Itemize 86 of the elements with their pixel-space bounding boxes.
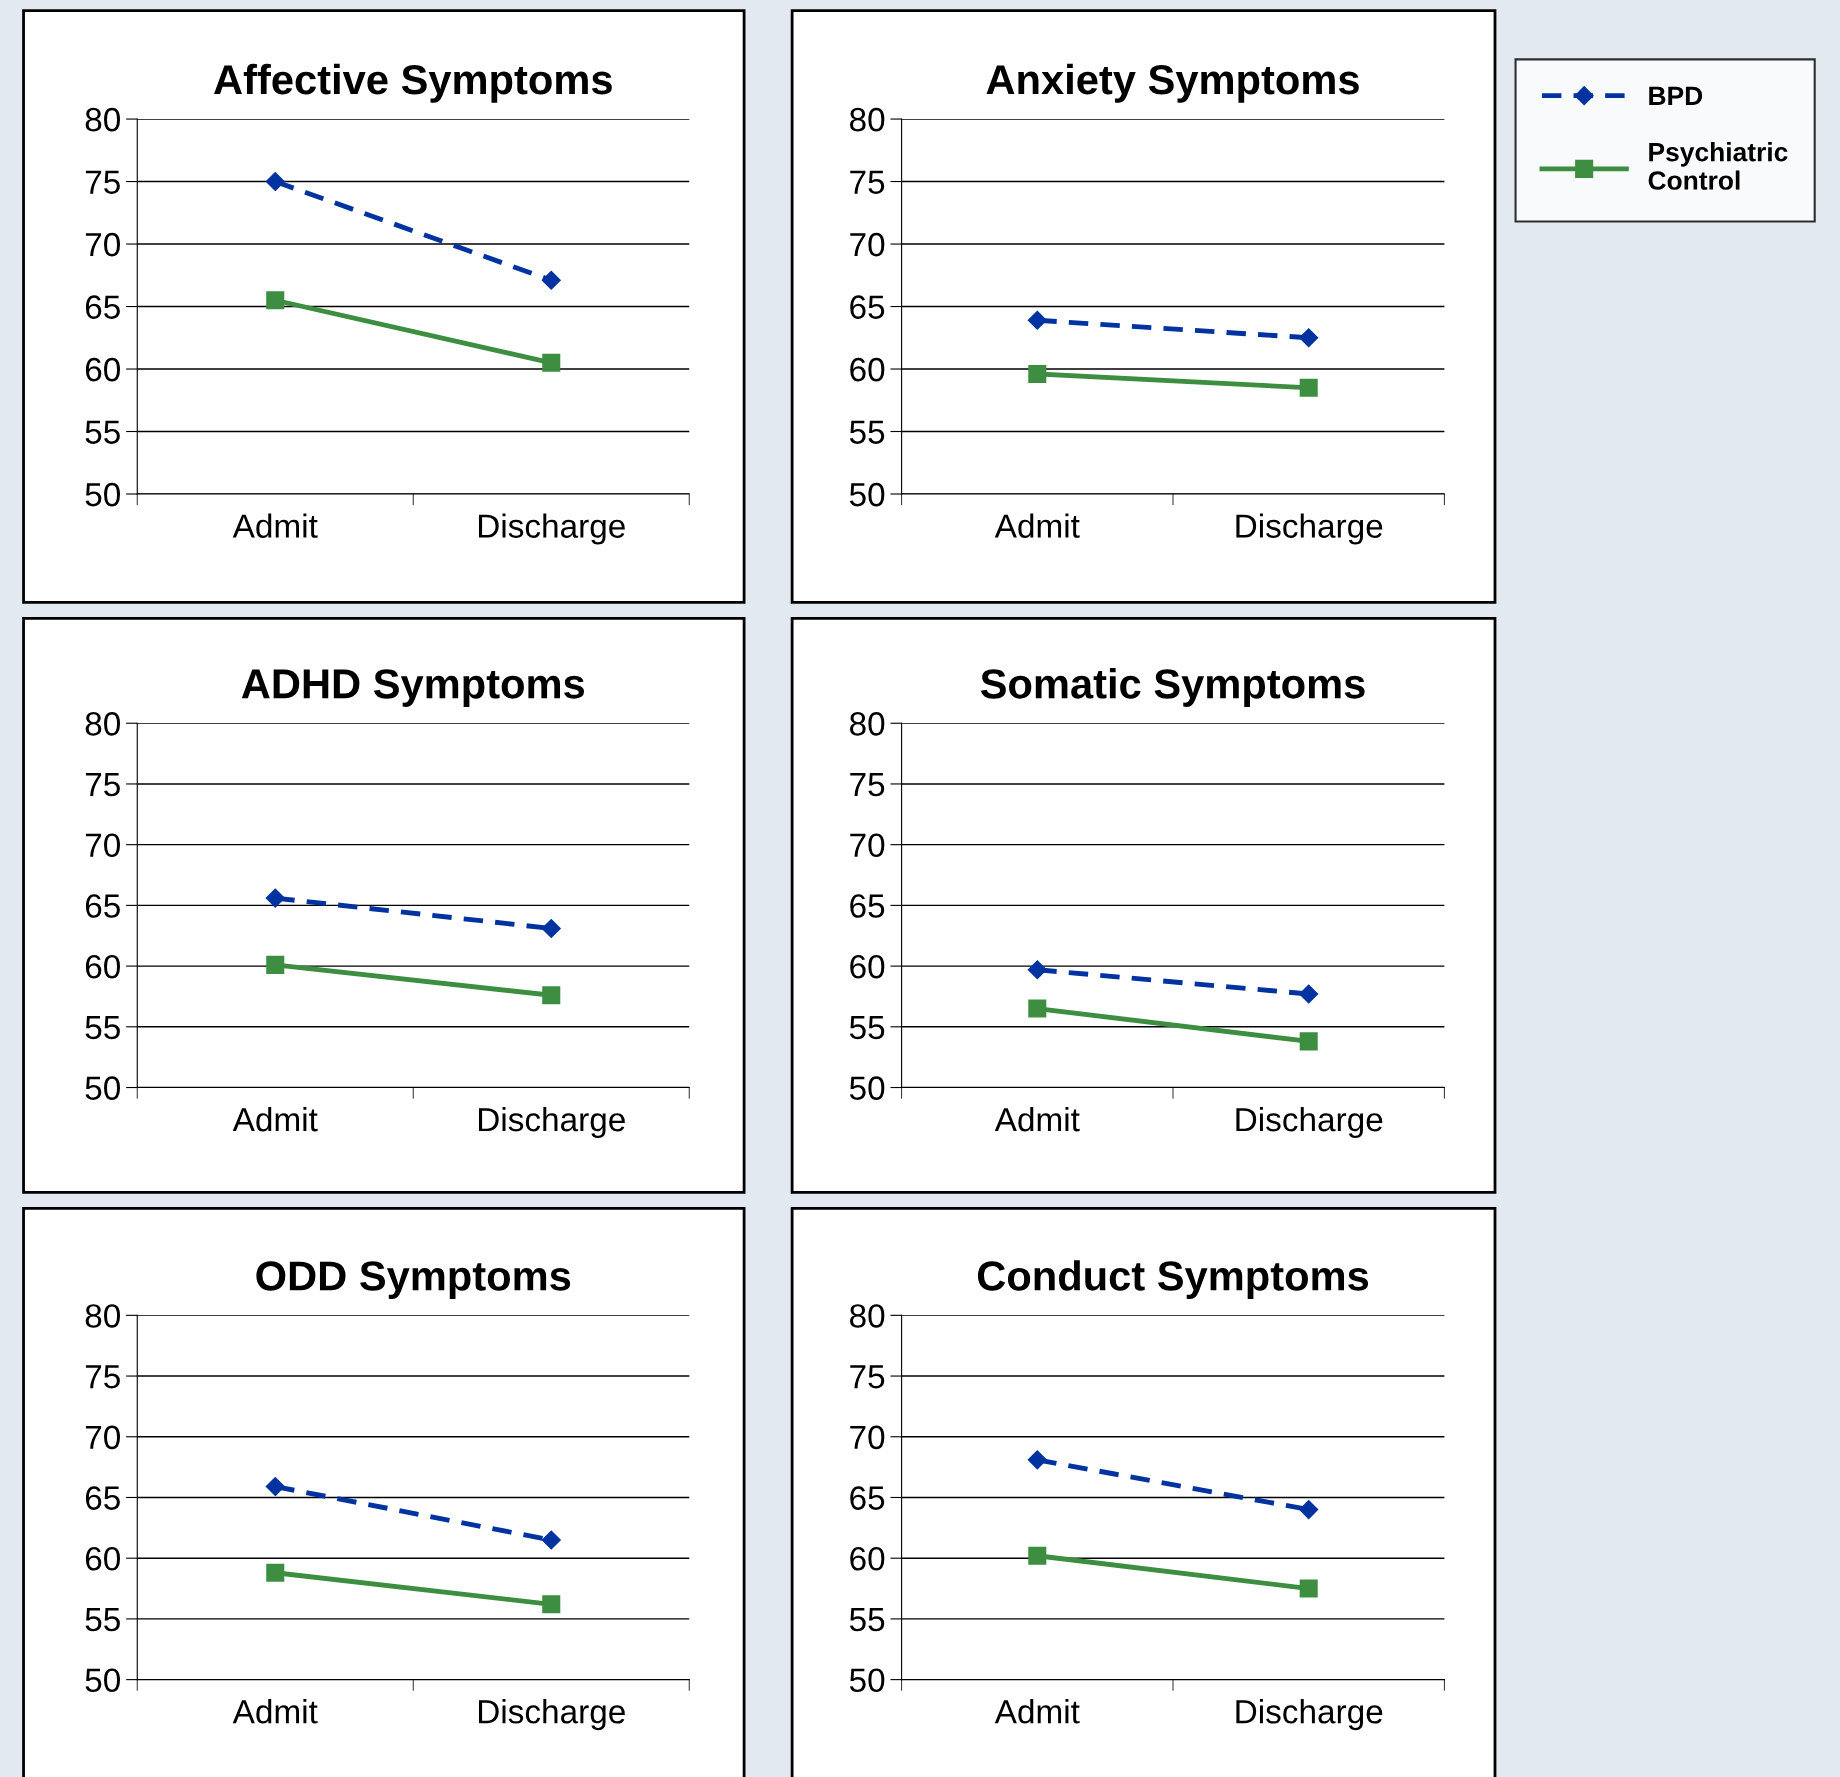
y-tick-label: 65 [85,1486,120,1510]
y-tick-label: 80 [850,1304,885,1328]
y-tick-label: 80 [850,107,885,132]
y-tick-label: 55 [849,420,885,444]
point [1299,1032,1318,1051]
y-tick-label: 75 [850,1365,885,1389]
y-tick-label: 70 [850,232,885,257]
x-tick-label: Discharge [1236,513,1383,545]
y-tick-label: 75 [85,1365,120,1389]
y-tick-label: 50 [849,1668,885,1693]
chart-title: Affective Symptoms [214,63,612,103]
x-tick-label: Discharge [478,1106,625,1139]
y-tick-label: 60 [85,357,120,382]
y-tick-label: 60 [85,1546,120,1571]
y-tick-label: 70 [850,1425,885,1450]
y-tick-label: 75 [85,170,120,194]
y-tick-label: 50 [85,1076,120,1100]
point [266,291,285,310]
x-tick-label: Admit [994,1699,1080,1724]
point [1299,1500,1319,1520]
y-tick-label: 50 [85,1668,120,1693]
y-tick-label: 75 [85,773,120,797]
point [1299,984,1319,1004]
point [1027,1450,1047,1470]
point [1299,1579,1318,1598]
point [542,986,561,1005]
y-tick-label: 80 [85,712,120,736]
y-tick-label: 50 [849,1076,885,1100]
point [266,1563,285,1582]
y-tick-label: 65 [850,1486,885,1510]
y-tick-label: 65 [85,894,120,918]
y-tick-label: 80 [850,712,885,736]
legend-label: BPD [1649,86,1703,105]
y-tick-label: 70 [850,833,885,858]
chart-title: Conduct Symptoms [977,1260,1369,1299]
y-tick-label: 60 [850,1546,885,1571]
x-tick-label: Admit [232,513,318,538]
point [265,888,285,908]
y-tick-label: 60 [85,954,120,979]
y-tick-label: 50 [849,482,885,507]
chart-title: Somatic Symptoms [980,668,1365,707]
x-tick-label: Admit [232,1699,318,1724]
point [1028,1546,1047,1565]
point [1027,310,1047,330]
x-tick-label: Discharge [478,1699,625,1731]
point [542,1595,561,1614]
y-tick-label: 55 [85,420,120,444]
y-tick-label: 65 [850,295,885,319]
point [1299,378,1318,397]
point [541,1530,561,1550]
y-tick-label: 80 [85,1304,120,1328]
y-tick-label: 80 [85,107,120,132]
point [265,172,285,192]
y-tick-label: 60 [850,357,885,382]
y-tick-label: 55 [849,1015,885,1040]
y-tick-label: 55 [85,1608,120,1632]
x-tick-label: Discharge [1236,1699,1383,1731]
x-tick-label: Admit [232,1106,318,1132]
legend-label: Psychiatric Control [1648,142,1788,190]
point [1028,364,1047,384]
chart-title: ODD Symptoms [256,1261,571,1299]
y-tick-label: 75 [850,170,885,194]
y-tick-label: 65 [850,894,885,918]
y-tick-label: 50 [85,482,120,507]
y-tick-label: 70 [85,1425,120,1450]
point [265,1477,285,1497]
point [541,918,561,938]
y-tick-label: 70 [85,833,120,858]
chart-title: Anxiety Symptoms [986,63,1359,103]
point [541,270,561,290]
chart-title: ADHD Symptoms [241,669,585,707]
y-tick-label: 60 [850,954,885,979]
y-tick-label: 55 [849,1608,885,1632]
point [542,353,561,372]
x-tick-label: Admit [994,1106,1080,1132]
point [266,955,285,974]
x-tick-label: Admit [994,513,1080,538]
y-tick-label: 55 [85,1015,120,1040]
point [1027,960,1047,980]
x-tick-label: Discharge [1236,1106,1383,1139]
y-tick-label: 70 [85,232,120,257]
y-tick-label: 75 [850,773,885,797]
point [1299,328,1319,348]
x-tick-label: Discharge [478,513,625,545]
point [1028,999,1047,1018]
y-tick-label: 65 [85,295,120,319]
